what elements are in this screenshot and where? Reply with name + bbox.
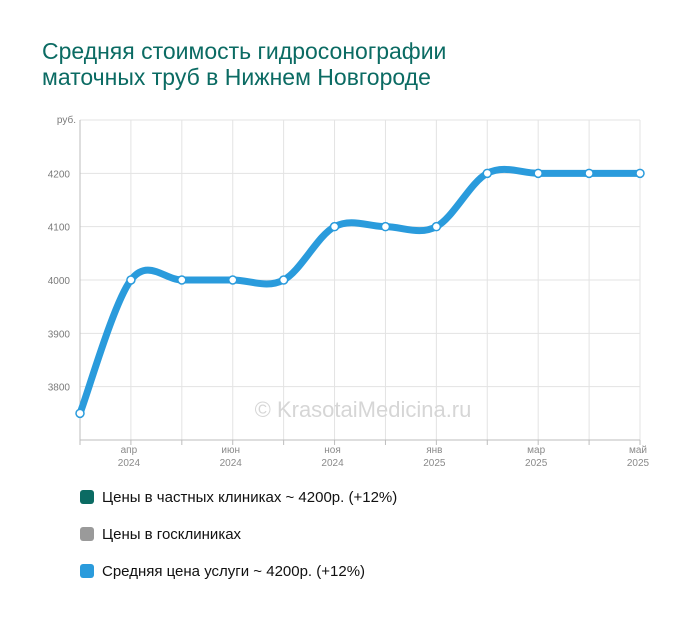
legend-label-average: Средняя цена услуги ~ 4200р. (+12%) bbox=[102, 562, 366, 580]
y-tick-label: 3900 bbox=[48, 329, 71, 340]
y-tick-label: 3800 bbox=[48, 383, 71, 394]
data-point[interactable] bbox=[380, 221, 391, 232]
legend-item-average[interactable]: Средняя цена услуги ~ 4200р. (+12%) bbox=[80, 562, 397, 580]
y-tick-label: 4200 bbox=[48, 169, 71, 180]
legend-item-state[interactable]: Цены в госклиниках bbox=[80, 525, 397, 543]
data-point[interactable] bbox=[329, 221, 340, 232]
chart-title-line-1: Средняя стоимость гидросонографии bbox=[42, 38, 447, 64]
data-point[interactable] bbox=[635, 168, 645, 179]
chart-title-line-2: маточных труб в Нижнем Новгороде bbox=[42, 64, 431, 90]
data-point[interactable] bbox=[278, 275, 289, 285]
x-tick-label: мар 2025 bbox=[525, 445, 548, 469]
legend-swatch-private bbox=[80, 490, 94, 504]
x-tick-month: май bbox=[629, 445, 647, 456]
series-layer bbox=[76, 165, 644, 417]
x-tick-label: май 2025 bbox=[627, 445, 650, 469]
legend: Цены в частных клиниках ~ 4200р. (+12%) … bbox=[80, 488, 397, 599]
x-tick-year: 2025 bbox=[627, 458, 650, 469]
x-tick-month: июн bbox=[221, 445, 240, 456]
y-axis-unit: руб. bbox=[57, 114, 76, 126]
x-tick-year: 2025 bbox=[525, 458, 548, 469]
y-tick-label: 4100 bbox=[48, 223, 71, 234]
data-points bbox=[75, 168, 645, 419]
data-point[interactable] bbox=[227, 275, 238, 285]
data-point[interactable] bbox=[482, 168, 493, 179]
chart-title: Средняя стоимость гидросонографии маточн… bbox=[42, 38, 662, 90]
legend-label-private: Цены в частных клиниках ~ 4200р. (+12%) bbox=[102, 488, 398, 506]
data-point[interactable] bbox=[75, 408, 85, 419]
series-line-average bbox=[76, 165, 644, 417]
x-tick-month: мар bbox=[527, 445, 545, 456]
data-point[interactable] bbox=[126, 275, 136, 285]
x-axis-ticks: апр 2024 июн 2024 ноя 2024 янв 2025 мар 2025 май 20… bbox=[118, 445, 650, 469]
legend-item-private[interactable]: Цены в частных клиниках ~ 4200р. (+12%) bbox=[80, 488, 397, 506]
x-tick-year: 2024 bbox=[321, 458, 344, 469]
price-line-chart: руб. 3800 3900 4000 4100 4200 апр 2024 июн 2024… bbox=[48, 114, 650, 469]
y-tick-label: 4000 bbox=[48, 276, 71, 287]
data-point[interactable] bbox=[431, 221, 442, 232]
data-point[interactable] bbox=[177, 275, 187, 285]
x-tick-label: ноя 2024 bbox=[321, 445, 344, 469]
legend-swatch-state bbox=[80, 527, 94, 541]
legend-label-state: Цены в госклиниках bbox=[102, 525, 242, 543]
y-axis-ticks: 3800 3900 4000 4100 4200 bbox=[48, 169, 71, 393]
x-tick-month: янв bbox=[426, 445, 442, 456]
x-tick-year: 2024 bbox=[220, 458, 243, 469]
x-tick-year: 2024 bbox=[118, 458, 141, 469]
x-tick-label: янв 2025 bbox=[423, 445, 446, 469]
legend-swatch-average bbox=[80, 564, 94, 578]
x-tick-month: апр bbox=[121, 445, 138, 456]
data-point[interactable] bbox=[584, 168, 594, 179]
x-tick-year: 2025 bbox=[423, 458, 446, 469]
x-tick-label: июн 2024 bbox=[220, 445, 243, 469]
data-point[interactable] bbox=[533, 168, 543, 179]
x-tick-label: апр 2024 bbox=[118, 445, 141, 469]
x-tick-month: ноя bbox=[324, 445, 341, 456]
watermark: © KrasotaiMedicina.ru bbox=[255, 397, 472, 422]
